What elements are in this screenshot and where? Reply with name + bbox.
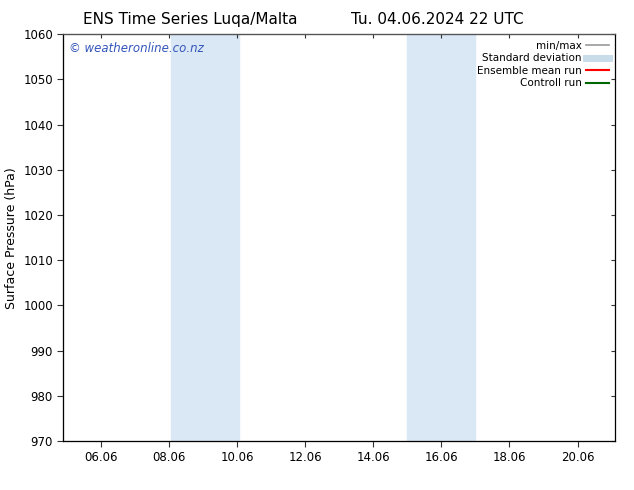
Y-axis label: Surface Pressure (hPa): Surface Pressure (hPa): [4, 167, 18, 309]
Bar: [407, 34, 476, 441]
Text: © weatheronline.co.nz: © weatheronline.co.nz: [69, 43, 204, 55]
Legend: min/max, Standard deviation, Ensemble mean run, Controll run: min/max, Standard deviation, Ensemble me…: [473, 36, 613, 93]
Bar: [171, 34, 239, 441]
Text: Tu. 04.06.2024 22 UTC: Tu. 04.06.2024 22 UTC: [351, 12, 524, 27]
Text: ENS Time Series Luqa/Malta: ENS Time Series Luqa/Malta: [83, 12, 297, 27]
